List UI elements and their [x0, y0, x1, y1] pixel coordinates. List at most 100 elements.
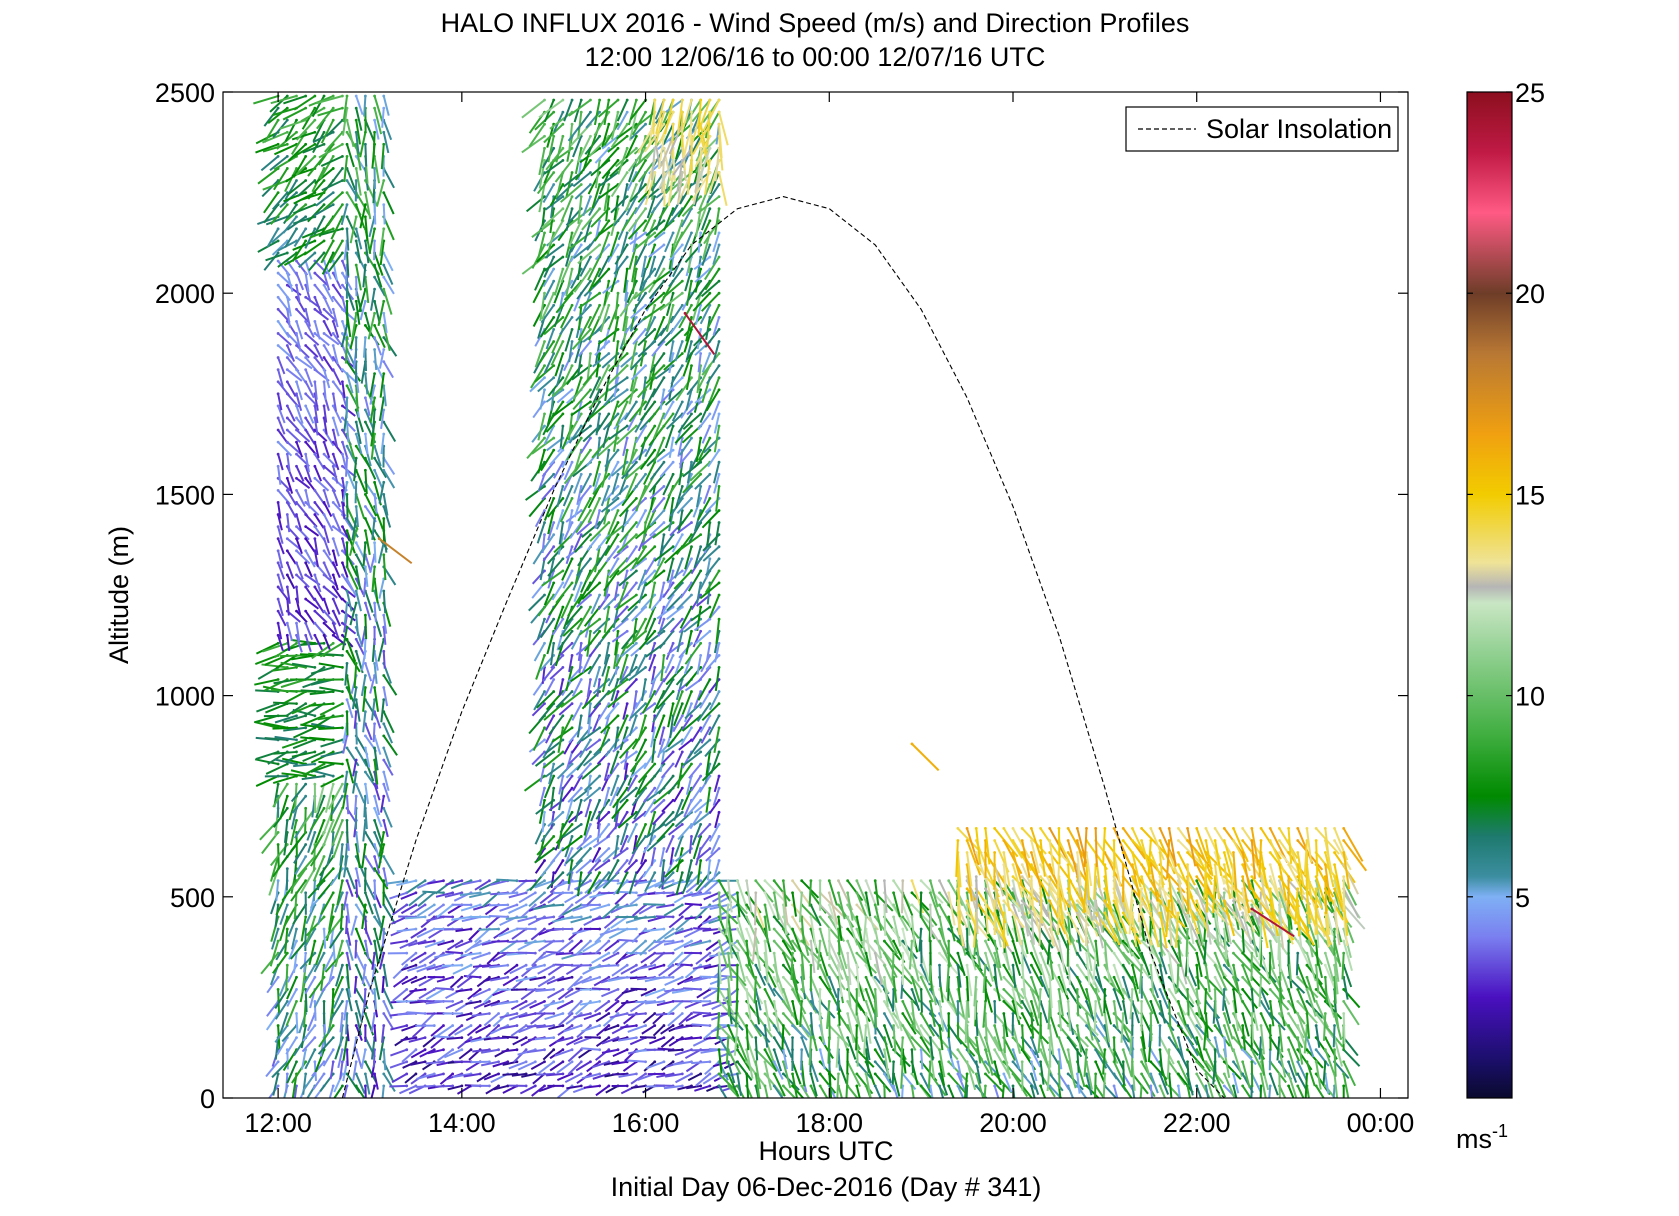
wind-barb: [315, 783, 326, 813]
wind-barb: [286, 550, 297, 565]
wind-barb: [332, 525, 349, 539]
wind-barb-origin: [561, 1012, 565, 1015]
wind-barb-origin: [295, 344, 298, 347]
wind-barb: [343, 614, 348, 633]
wind-barb-origin: [373, 468, 376, 472]
wind-barb-origin: [322, 794, 326, 798]
wind-barb-origin: [341, 762, 344, 766]
wind-barb-origin: [414, 1048, 418, 1052]
wind-barb: [300, 191, 325, 201]
wind-barb: [331, 976, 344, 1001]
wind-barb: [300, 1025, 307, 1049]
wind-barb: [284, 228, 298, 248]
wind-barb-origin: [295, 702, 298, 706]
wind-barb: [313, 203, 334, 217]
wind-barb-origin: [304, 428, 308, 432]
wind-barb-origin: [363, 541, 367, 545]
wind-barb-origin: [552, 533, 556, 537]
wind-barb-origin: [331, 307, 335, 311]
wind-barb: [295, 441, 304, 458]
wind-barb-origin: [607, 915, 611, 919]
wind-barb: [277, 417, 286, 435]
wind-barb: [322, 1049, 335, 1067]
wind-barb-origin: [552, 255, 556, 259]
wind-barb-origin: [363, 299, 367, 303]
wind-barb-origin: [322, 915, 326, 919]
wind-barb: [291, 750, 316, 758]
wind-barb: [354, 482, 358, 504]
wind-barb-origin: [607, 666, 611, 669]
wind-barb-origin: [579, 219, 583, 223]
wind-barb: [263, 204, 279, 224]
wind-barb-origin: [451, 915, 455, 919]
wind-barb-origin: [598, 472, 602, 476]
wind-barb-origin: [561, 1036, 565, 1040]
wind-barb: [355, 988, 369, 1010]
wind-barb-origin: [543, 509, 546, 512]
wind-barb-origin: [313, 975, 317, 979]
wind-barb-origin: [561, 939, 565, 943]
wind-barb-origin: [373, 541, 376, 545]
wind-barb: [305, 916, 325, 937]
wind-barb-origin: [451, 1084, 455, 1088]
wind-barb-origin: [322, 94, 326, 98]
wind-barb: [293, 843, 307, 864]
wind-barb-origin: [354, 167, 358, 170]
wind-barb: [304, 490, 311, 509]
wind-barb-origin: [285, 392, 289, 396]
wind-barb-origin: [373, 336, 376, 339]
wind-barb: [355, 638, 365, 656]
wind-barb-origin: [625, 810, 629, 814]
wind-barb-origin: [322, 927, 326, 931]
wind-barb-origin: [295, 714, 298, 718]
wind-barb-origin: [322, 609, 326, 613]
wind-barbs: [253, 94, 1368, 1098]
wind-barb-origin: [607, 122, 611, 126]
wind-barb-origin: [322, 283, 326, 287]
wind-barb-origin: [373, 601, 376, 605]
wind-barb-origin: [373, 396, 376, 400]
wind-barb-origin: [341, 167, 344, 170]
wind-barb-origin: [304, 806, 308, 810]
wind-barb-origin: [625, 460, 629, 464]
wind-barb-origin: [276, 368, 280, 372]
wind-barb-origin: [460, 939, 464, 943]
wind-barb-origin: [625, 847, 629, 850]
wind-barb-origin: [341, 1060, 344, 1064]
wind-barb: [353, 711, 358, 729]
wind-barb: [691, 1023, 710, 1027]
wind-barb-origin: [304, 416, 308, 420]
wind-barb-origin: [616, 509, 620, 512]
wind-barb-origin: [570, 509, 574, 512]
wind-barb-origin: [341, 843, 344, 846]
wind-barb-origin: [382, 227, 386, 231]
wind-barb-origin: [680, 1012, 684, 1015]
wind-barb-origin: [543, 291, 546, 295]
wind-barb: [373, 602, 377, 622]
wind-barb-origin: [607, 847, 611, 850]
wind-barb: [328, 964, 335, 985]
wind-barb-origin: [625, 424, 629, 428]
wind-barb-origin: [543, 424, 546, 428]
wind-barb-origin: [313, 154, 317, 158]
wind-barb-origin: [634, 835, 638, 838]
wind-barb: [373, 542, 377, 563]
wind-barb-origin: [331, 404, 335, 408]
wind-barb-origin: [345, 818, 349, 822]
wind-barb-origin: [354, 613, 358, 617]
wind-barb-origin: [285, 356, 289, 359]
wind-barb-origin: [589, 1012, 592, 1015]
wind-barb-origin: [561, 267, 565, 271]
wind-barb-origin: [345, 480, 349, 484]
wind-barb-origin: [341, 1048, 344, 1052]
wind-barb-origin: [552, 98, 556, 102]
wind-barb-origin: [373, 879, 376, 883]
wind-barb-origin: [442, 939, 445, 943]
wind-barb-origin: [487, 1000, 491, 1003]
wind-barb-origin: [598, 629, 602, 633]
wind-barb: [286, 562, 295, 579]
wind-barb: [325, 119, 344, 138]
wind-barb-origin: [295, 295, 298, 299]
wind-barb-origin: [276, 283, 280, 287]
wind-barb-origin: [285, 782, 289, 786]
